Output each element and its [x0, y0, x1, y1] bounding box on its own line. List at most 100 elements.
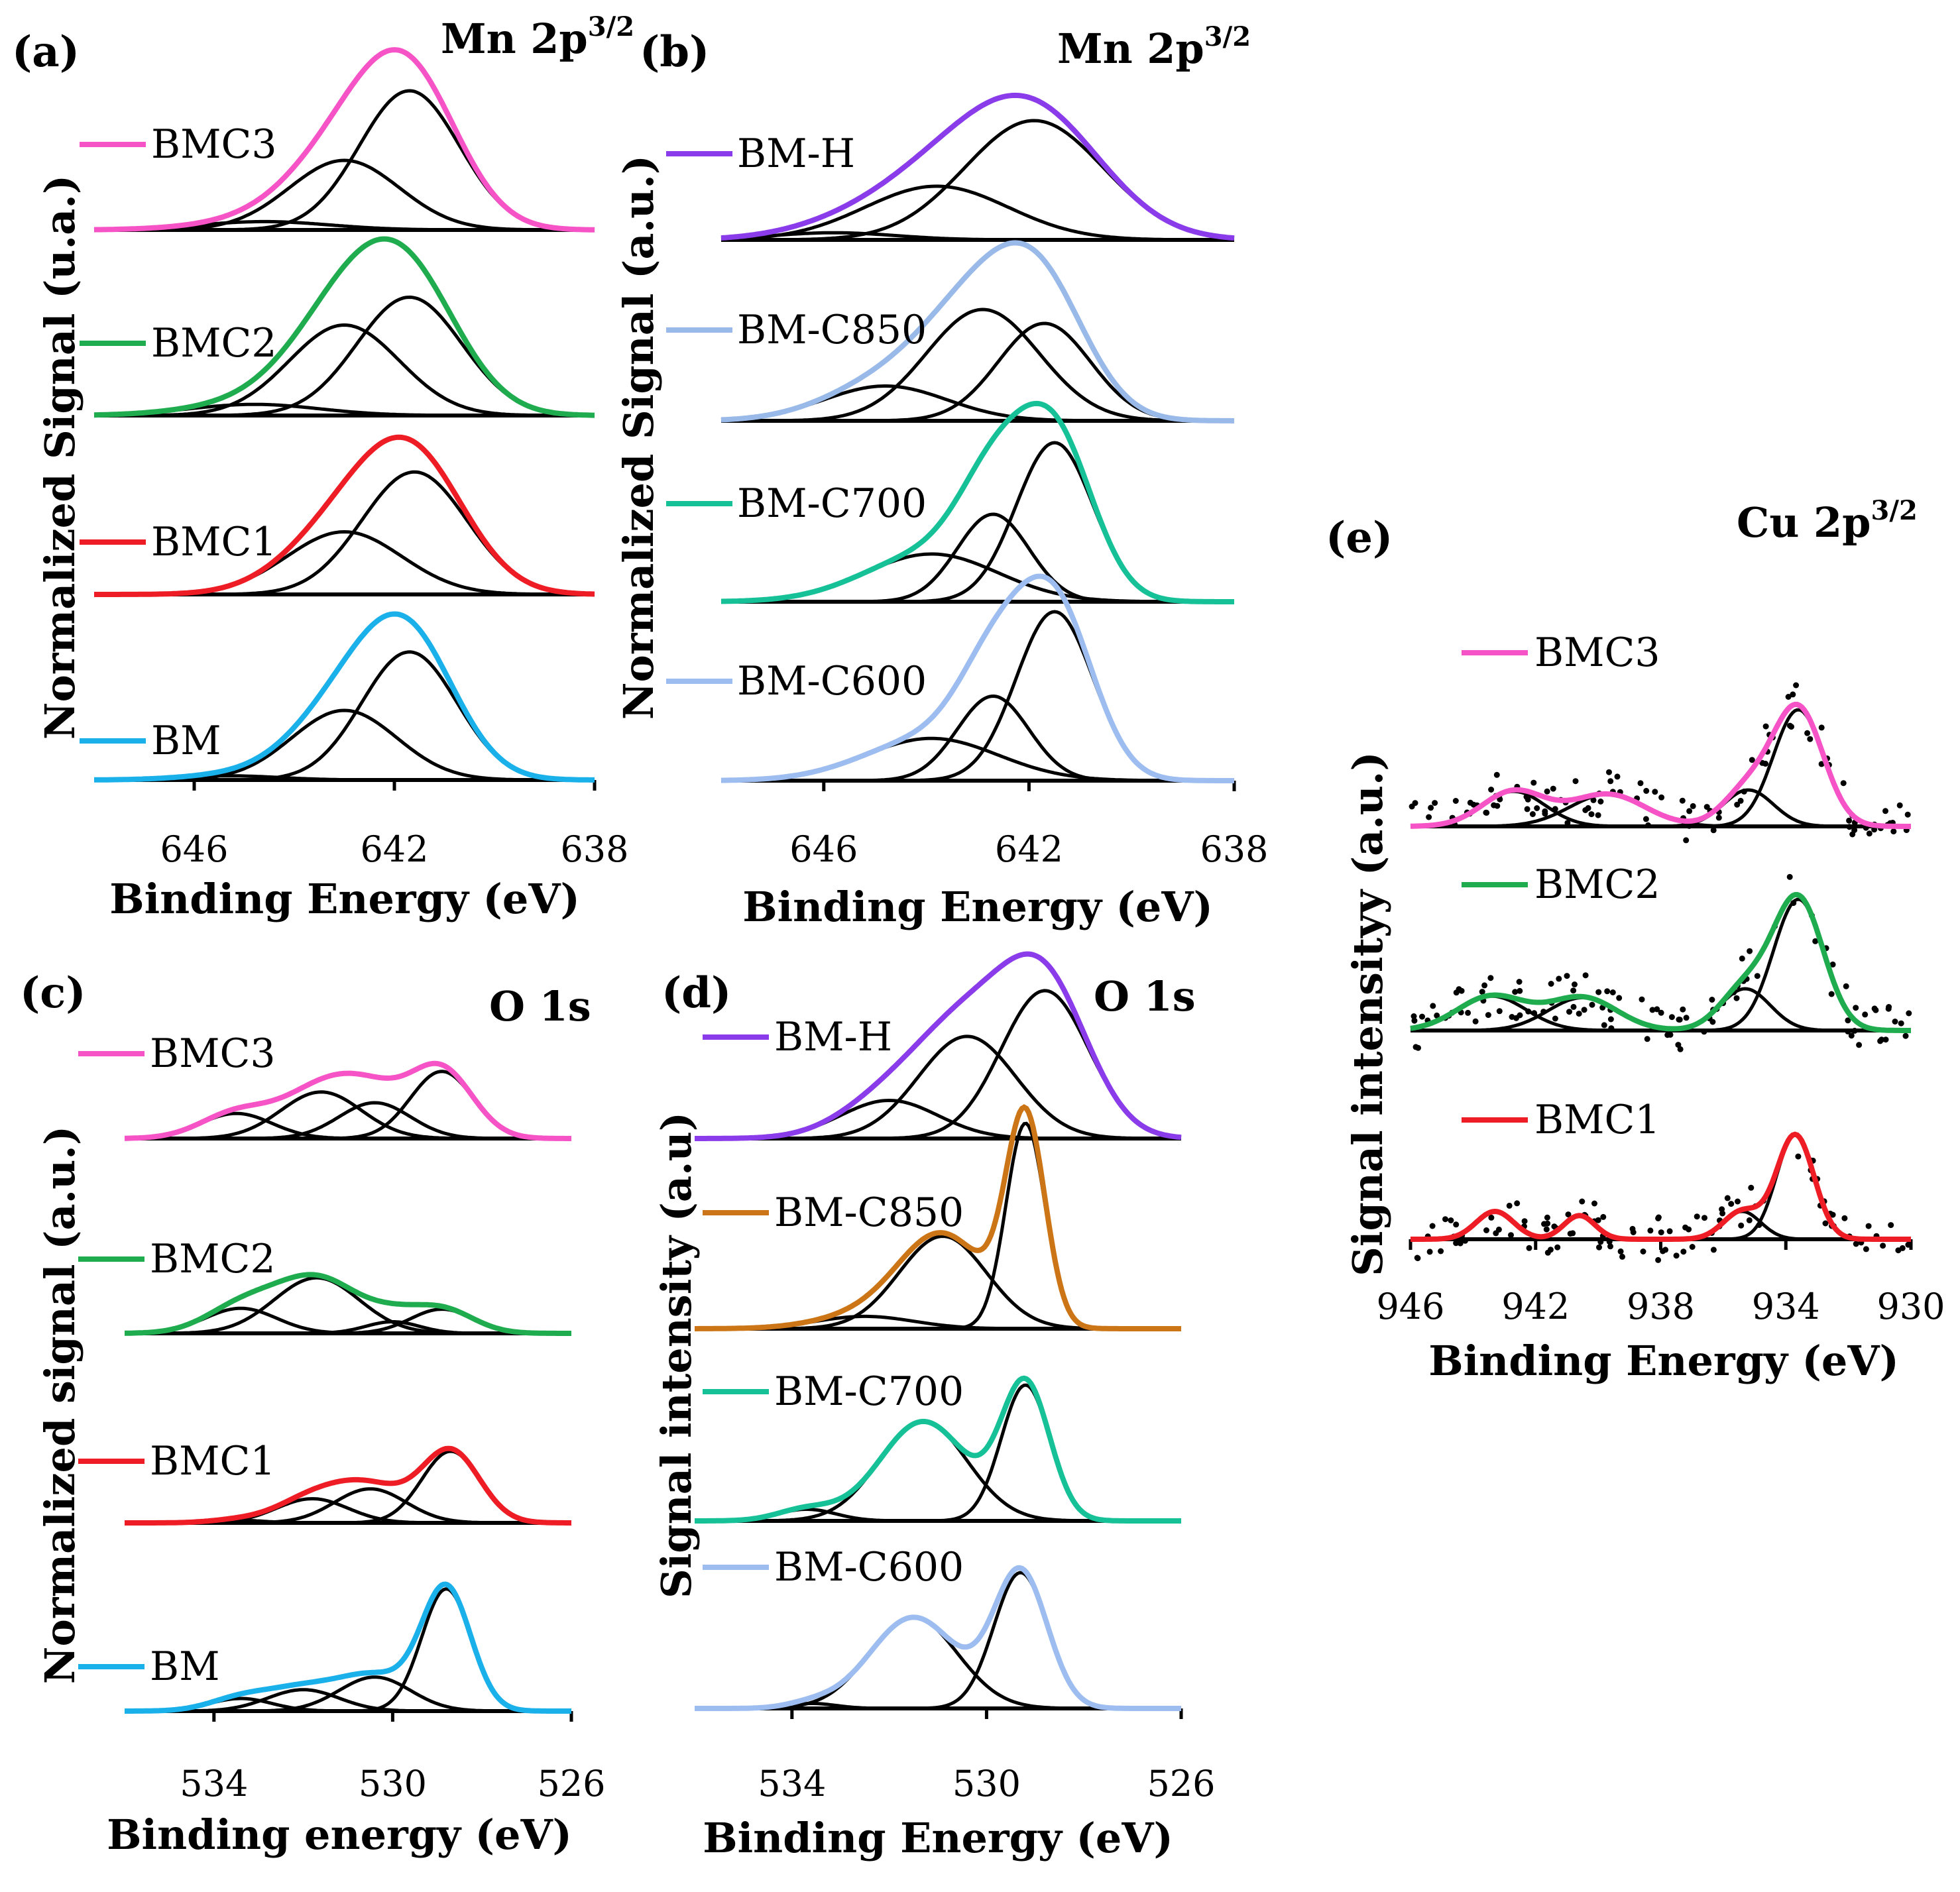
envelope-curve: [125, 1272, 571, 1336]
envelope-curve: [721, 573, 1234, 783]
series-BMC1: BMC1: [1411, 1097, 1912, 1263]
envelope-curve: [93, 236, 595, 418]
data-point: [1428, 805, 1434, 811]
data-point: [1579, 1198, 1585, 1205]
data-point: [1683, 837, 1690, 844]
data-point: [1514, 1200, 1521, 1207]
panel-a: (a) Mn 2p3/2 Normalized Signal (u.a.) Bindi…: [12, 11, 634, 923]
data-point: [1643, 816, 1649, 822]
data-point: [1606, 769, 1612, 775]
data-point: [1411, 1013, 1417, 1019]
data-point: [1829, 961, 1836, 968]
data-point: [1548, 981, 1554, 987]
data-point: [1856, 1042, 1863, 1048]
x-tick-label: 642: [360, 828, 428, 870]
data-point: [1818, 724, 1825, 731]
data-point: [1680, 1249, 1687, 1255]
data-point: [1679, 797, 1686, 804]
data-point: [1880, 1243, 1886, 1249]
series-BMC2: BMC2: [78, 1236, 571, 1336]
x-tick-label: 534: [758, 1763, 826, 1805]
legend-label: BM-H: [774, 1014, 892, 1060]
x-tick-label: 642: [995, 828, 1063, 870]
component-peak: [125, 1487, 571, 1525]
data-point: [1483, 1227, 1489, 1233]
series-BMC2: BMC2: [80, 236, 595, 418]
data-point: [1616, 995, 1623, 1001]
data-point: [1442, 1216, 1448, 1223]
data-point: [1572, 981, 1578, 987]
series-BM-H: BM-H: [666, 92, 1235, 242]
data-point: [1601, 1022, 1607, 1029]
data-point: [1733, 995, 1740, 1001]
data-point: [1531, 1010, 1538, 1017]
data-point: [1470, 801, 1477, 808]
data-point: [1902, 1032, 1909, 1039]
envelope-curve: [1411, 1131, 1911, 1242]
data-point: [1892, 1019, 1898, 1025]
data-point: [1645, 822, 1651, 828]
data-point: [1701, 1029, 1707, 1035]
data-point: [1898, 1020, 1904, 1027]
data-point: [1565, 1211, 1572, 1218]
legend-label: BMC1: [150, 1438, 276, 1484]
data-point: [1542, 810, 1548, 817]
data-point: [1737, 797, 1744, 804]
data-point: [1590, 797, 1597, 803]
data-point: [1812, 938, 1819, 944]
data-point: [1848, 1032, 1855, 1039]
data-point: [1637, 780, 1644, 787]
panel-label: (d): [662, 968, 731, 1018]
data-point: [1762, 760, 1768, 767]
component-peak: [721, 694, 1234, 783]
data-point: [1479, 989, 1485, 995]
data-point: [1724, 1195, 1731, 1201]
data-point: [1448, 1217, 1454, 1223]
y-axis-label: Normalized Signal (u.a.): [36, 175, 84, 740]
data-point: [1438, 1248, 1444, 1254]
data-point: [1655, 1215, 1662, 1221]
legend-label: BM: [150, 1643, 220, 1690]
envelope-curve: [93, 47, 595, 233]
data-point: [1748, 1184, 1755, 1191]
data-point: [1728, 1201, 1735, 1207]
data-point: [1873, 1007, 1879, 1013]
data-point: [1543, 1226, 1550, 1233]
data-point: [1676, 1017, 1683, 1023]
data-point: [1495, 1226, 1502, 1233]
data-point: [1846, 824, 1853, 830]
data-point: [1552, 1015, 1558, 1022]
data-point: [1795, 1153, 1802, 1160]
series-BM-C850: BM-C850: [695, 1104, 1181, 1331]
x-axis-label: Binding energy (eV): [107, 1810, 572, 1859]
data-point: [1526, 1245, 1532, 1251]
data-point: [1690, 803, 1696, 809]
data-point: [1608, 1025, 1615, 1032]
envelope-curve: [695, 1104, 1181, 1331]
series-BM: BM: [80, 611, 595, 783]
data-point: [1905, 1241, 1912, 1248]
data-point: [1496, 1008, 1503, 1015]
series-BM-C700: BM-C700: [666, 400, 1234, 604]
data-point: [1644, 1036, 1650, 1042]
data-point: [1581, 1007, 1587, 1013]
data-point: [1585, 805, 1591, 811]
data-point: [1739, 955, 1745, 962]
data-point: [1606, 1239, 1613, 1245]
data-point: [1655, 1256, 1662, 1263]
component-peak: [721, 512, 1234, 604]
component-peak: [695, 1234, 1181, 1331]
data-point: [1596, 1244, 1602, 1251]
panel-label: (e): [1326, 513, 1393, 563]
data-point: [1666, 1228, 1673, 1235]
data-point: [1890, 828, 1897, 835]
series-BMC1: BMC1: [80, 434, 595, 597]
data-point: [1701, 1215, 1707, 1221]
legend-label: BMC2: [151, 320, 277, 366]
data-point: [1654, 1006, 1660, 1013]
data-point: [1747, 948, 1753, 954]
x-tick-label: 638: [1200, 828, 1268, 870]
series-BM: BM: [78, 1581, 571, 1714]
data-point: [1741, 788, 1747, 795]
series-BM-C600: BM-C600: [666, 573, 1234, 783]
